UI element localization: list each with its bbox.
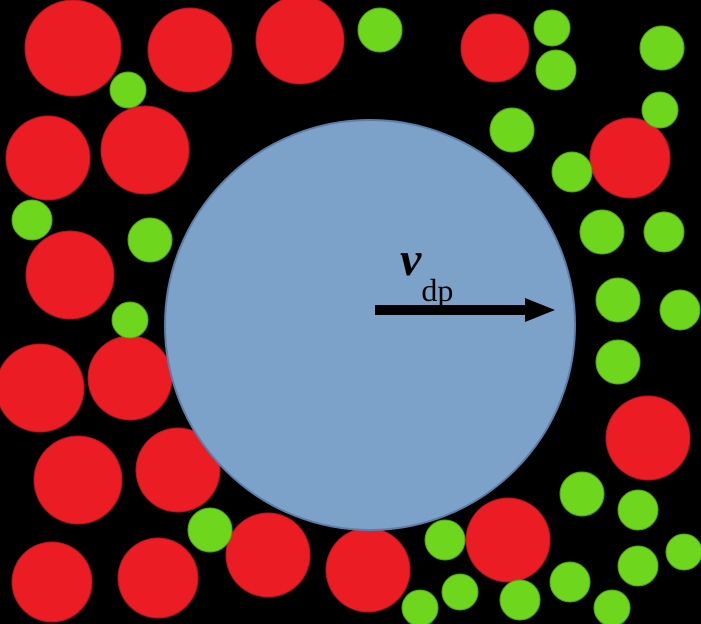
- green-particle: [425, 520, 465, 560]
- green-particle: [188, 508, 232, 552]
- red-particle: [0, 344, 84, 432]
- green-particle: [560, 472, 604, 516]
- red-particle: [12, 542, 92, 622]
- green-particle: [536, 50, 576, 90]
- green-particle: [596, 278, 640, 322]
- green-particle: [552, 152, 592, 192]
- main-particle-layer: [165, 120, 575, 530]
- green-particle: [618, 490, 658, 530]
- green-particle: [640, 26, 684, 70]
- green-particle: [618, 546, 658, 586]
- green-particle: [442, 574, 478, 610]
- green-particle: [12, 200, 52, 240]
- green-particle: [500, 580, 540, 620]
- red-particle: [101, 106, 189, 194]
- red-particle: [88, 336, 172, 420]
- green-particle: [660, 290, 700, 330]
- red-particle: [34, 436, 122, 524]
- colloid-particle: [165, 120, 575, 530]
- red-particle: [466, 498, 550, 582]
- green-particle: [594, 590, 630, 624]
- green-particle: [642, 92, 678, 128]
- red-particle: [26, 231, 114, 319]
- red-particle: [606, 396, 690, 480]
- red-particle: [6, 116, 90, 200]
- green-particle: [358, 8, 402, 52]
- red-particle: [226, 513, 310, 597]
- red-particle: [326, 528, 410, 612]
- red-particle: [118, 538, 198, 618]
- green-particle: [112, 302, 148, 338]
- green-particle: [550, 562, 590, 602]
- green-particle: [534, 10, 570, 46]
- green-particle: [110, 72, 146, 108]
- diffusiophoresis-diagram: vdp: [0, 0, 701, 624]
- red-particle: [461, 14, 529, 82]
- green-particle: [402, 590, 438, 624]
- green-particle: [644, 212, 684, 252]
- green-particle: [490, 108, 534, 152]
- green-particle: [596, 340, 640, 384]
- red-particle: [148, 8, 232, 92]
- green-particle: [128, 218, 172, 262]
- red-particle: [256, 0, 344, 84]
- red-particle: [25, 0, 121, 96]
- red-particle: [590, 118, 670, 198]
- green-particle: [666, 534, 701, 570]
- green-particle: [580, 210, 624, 254]
